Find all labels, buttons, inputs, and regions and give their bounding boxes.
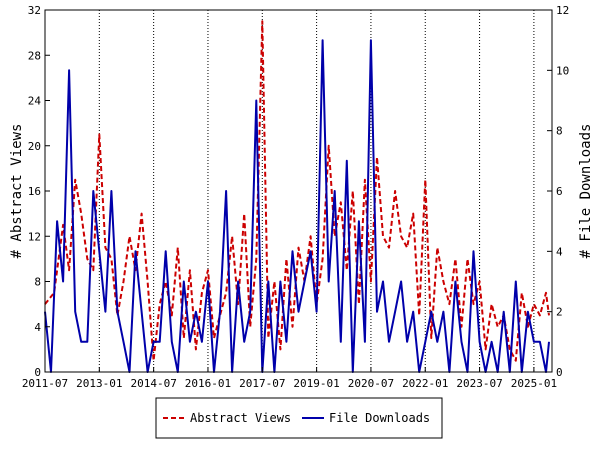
right-tick-label: 4: [556, 245, 563, 258]
left-tick-label: 16: [28, 185, 41, 198]
left-tick-label: 28: [28, 49, 41, 62]
x-tick-label: 2011-07: [22, 377, 68, 390]
right-tick-label: 6: [556, 185, 563, 198]
right-axis: 0 2 4 6 8 10 12: [547, 4, 569, 379]
legend: Abstract Views File Downloads: [155, 397, 443, 439]
x-tick-label: 2020-07: [348, 377, 394, 390]
x-tick-label: 2013-01: [76, 377, 122, 390]
left-tick-label: 12: [28, 230, 41, 243]
x-tick-label: 2022-01: [402, 377, 448, 390]
x-axis: 2011-07 2013-01 2014-07 2016-01 2017-07 2019-…: [22, 367, 557, 390]
x-tick-label: 2019-01: [293, 377, 339, 390]
left-tick-label: 32: [28, 4, 41, 17]
left-tick-label: 4: [34, 321, 41, 334]
plot-background: [45, 10, 552, 372]
right-tick-label: 2: [556, 306, 563, 319]
right-tick-label: 12: [556, 4, 569, 17]
left-tick-label: 24: [28, 95, 42, 108]
left-tick-label: 0: [34, 366, 41, 379]
right-tick-label: 8: [556, 125, 563, 138]
legend-box: [155, 397, 443, 439]
left-tick-label: 20: [28, 140, 41, 153]
x-tick-label: 2025-01: [511, 377, 557, 390]
x-tick-label: 2017-07: [239, 377, 285, 390]
left-tick-label: 8: [34, 276, 41, 289]
x-tick-label: 2014-07: [130, 377, 176, 390]
legend-label-file-downloads: File Downloads: [329, 411, 430, 425]
right-axis-title: # File Downloads: [578, 124, 594, 259]
right-tick-label: 10: [556, 64, 569, 77]
left-axis: 0 4 8 12 16 20 24 28 32: [28, 4, 50, 379]
x-tick-label: 2023-07: [456, 377, 502, 390]
right-tick-label: 0: [556, 366, 563, 379]
left-axis-title: # Abstract Views: [9, 124, 25, 259]
x-tick-label: 2016-01: [185, 377, 231, 390]
legend-label-abstract-views: Abstract Views: [190, 411, 291, 425]
